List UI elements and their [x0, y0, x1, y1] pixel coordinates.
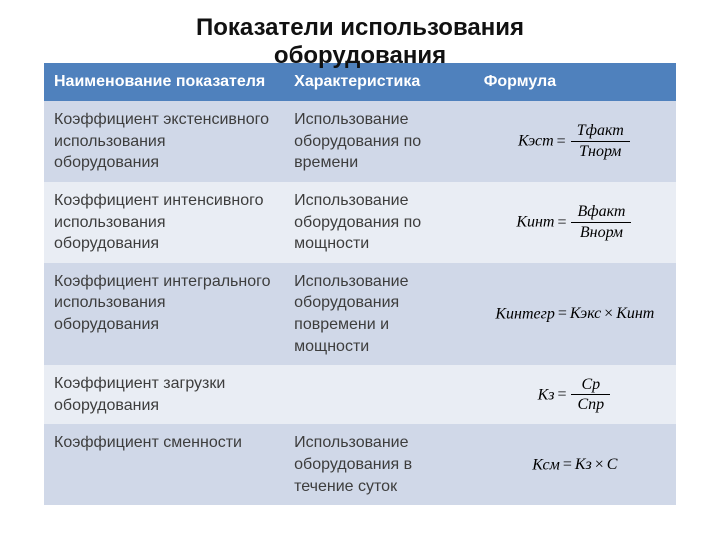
table-row: Коэффициент экстенсивного использования …: [44, 101, 676, 182]
col-header-formula: Формула: [474, 63, 676, 101]
cell-formula: Кинт=ВфактВнорм: [474, 182, 676, 263]
cell-characteristic: [284, 365, 474, 424]
cell-name: Коэффициент интегрального использования …: [44, 263, 284, 365]
table-row: Коэффициент интегрального использования …: [44, 263, 676, 365]
cell-characteristic: Использование оборудования в течение сут…: [284, 424, 474, 505]
cell-name: Коэффициент сменности: [44, 424, 284, 505]
page: Показатели использования оборудования На…: [0, 0, 720, 540]
cell-characteristic: Использование оборудования по мощности: [284, 182, 474, 263]
page-title: Показатели использования оборудования: [44, 14, 676, 69]
cell-name: Коэффициент загрузки оборудования: [44, 365, 284, 424]
cell-formula: Кз=СрСпр: [474, 365, 676, 424]
cell-formula: Ксм=Кз×С: [474, 424, 676, 505]
table-row: Коэффициент сменностиИспользование обору…: [44, 424, 676, 505]
cell-formula: Кинтегр=Кэкс×Кинт: [474, 263, 676, 365]
title-line-1: Показатели использования: [196, 14, 524, 41]
table-row: Коэффициент загрузки оборудования Кз=СрСп…: [44, 365, 676, 424]
cell-name: Коэффициент интенсивного использования о…: [44, 182, 284, 263]
indicators-table-wrap: Наименование показателя Характеристика Ф…: [44, 63, 676, 505]
cell-formula: Кэст=ТфактТнорм: [474, 101, 676, 182]
cell-name: Коэффициент экстенсивного использования …: [44, 101, 284, 182]
table-row: Коэффициент интенсивного использования о…: [44, 182, 676, 263]
cell-characteristic: Использование оборудования по времени: [284, 101, 474, 182]
col-header-name: Наименование показателя: [44, 63, 284, 101]
indicators-table: Наименование показателя Характеристика Ф…: [44, 63, 676, 505]
title-line-2: оборудования: [274, 42, 446, 69]
cell-characteristic: Использование оборудования повремени и м…: [284, 263, 474, 365]
